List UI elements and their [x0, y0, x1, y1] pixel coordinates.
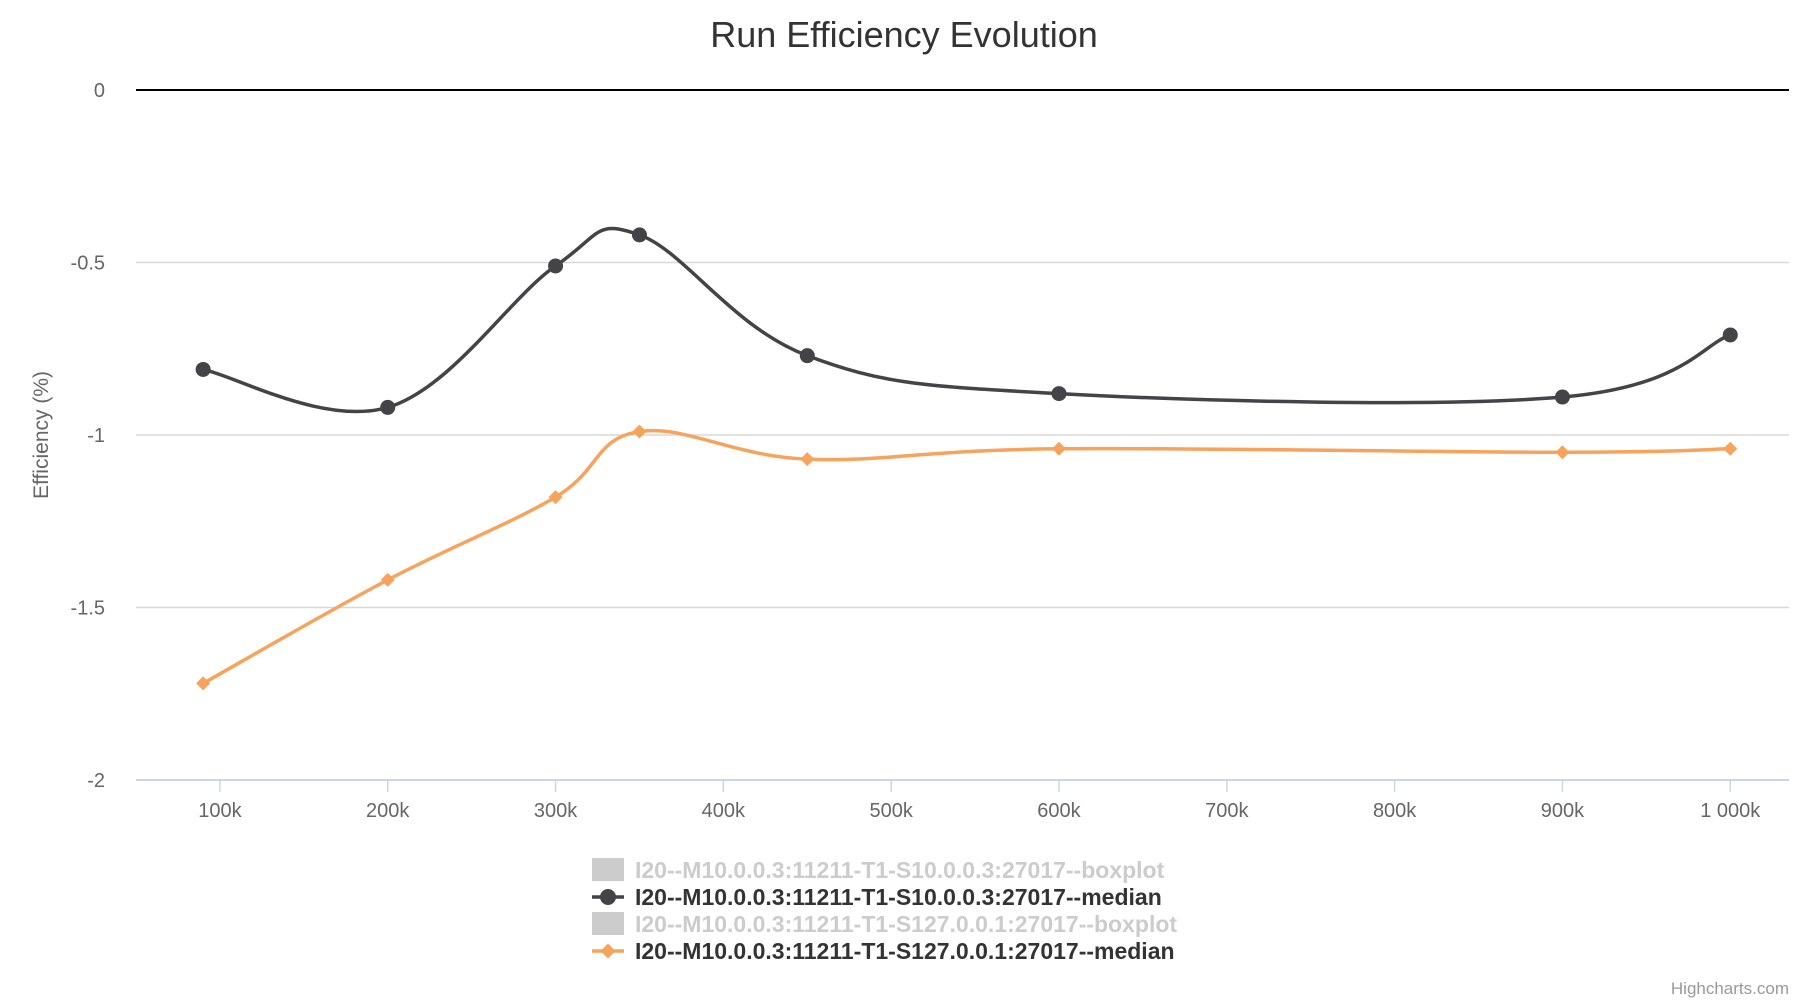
x-tick-label: 200k — [366, 800, 410, 822]
data-point[interactable] — [1722, 327, 1738, 343]
x-tick-label: 800k — [1373, 800, 1417, 822]
legend-label: I20--M10.0.0.3:11211-T1-S127.0.0.1:27017… — [635, 911, 1177, 937]
y-tick-label: -2 — [87, 770, 105, 792]
chart-title: Run Efficiency Evolution — [710, 14, 1098, 55]
x-tick-label: 500k — [869, 800, 913, 822]
y-tick-label: -0.5 — [71, 253, 105, 275]
plot-series — [195, 226, 1738, 691]
data-point[interactable] — [1554, 389, 1570, 405]
data-point[interactable] — [1723, 441, 1738, 456]
series-line — [201, 226, 1733, 414]
x-tick-label: 600k — [1037, 800, 1081, 822]
legend-marker — [600, 889, 616, 905]
x-tick-label: 700k — [1205, 800, 1249, 822]
data-point[interactable] — [1555, 445, 1570, 460]
x-tick-label: 900k — [1541, 800, 1585, 822]
data-point[interactable] — [1051, 386, 1067, 402]
legend-marker — [600, 943, 616, 959]
data-point[interactable] — [380, 399, 396, 415]
series-line — [201, 428, 1733, 686]
legend-symbol — [592, 858, 624, 881]
legend-label: I20--M10.0.0.3:11211-T1-S10.0.0.3:27017-… — [635, 884, 1162, 910]
x-tick-label: 400k — [702, 800, 746, 822]
y-tick-label: 0 — [94, 80, 105, 102]
data-point[interactable] — [800, 452, 815, 467]
data-point[interactable] — [632, 424, 647, 439]
legend-item[interactable]: I20--M10.0.0.3:11211-T1-S10.0.0.3:27017-… — [592, 884, 1162, 910]
y-axis-label: Efficiency (%) — [30, 371, 53, 499]
x-axis: 100k 200k 300k 400k 500k 600k 700k 800k 900k 1 00… — [136, 779, 1789, 822]
data-point[interactable] — [380, 572, 395, 587]
legend: I20--M10.0.0.3:11211-T1-S10.0.0.3:27017-… — [592, 857, 1177, 964]
legend-item[interactable]: I20--M10.0.0.3:11211-T1-S127.0.0.1:27017… — [592, 911, 1177, 937]
credits-link[interactable]: Highcharts.com — [1671, 979, 1789, 998]
legend-label: I20--M10.0.0.3:11211-T1-S127.0.0.1:27017… — [635, 938, 1175, 964]
series-3 — [196, 424, 1738, 691]
x-tick-label: 1 000k — [1700, 800, 1761, 822]
x-tick-label: 300k — [534, 800, 578, 822]
legend-label: I20--M10.0.0.3:11211-T1-S10.0.0.3:27017-… — [635, 857, 1165, 883]
x-tick-label: 100k — [198, 800, 242, 822]
data-point[interactable] — [548, 490, 563, 505]
legend-symbol — [592, 912, 624, 935]
legend-item[interactable]: I20--M10.0.0.3:11211-T1-S10.0.0.3:27017-… — [592, 857, 1165, 883]
data-point[interactable] — [195, 361, 211, 377]
series-1 — [195, 226, 1738, 415]
data-point[interactable] — [548, 258, 564, 274]
y-tick-label: -1.5 — [71, 598, 105, 620]
y-axis: 0 -0.5 -1 -1.5 -2 — [71, 80, 105, 792]
data-point[interactable] — [631, 227, 647, 243]
y-tick-label: -1 — [87, 425, 105, 447]
data-point[interactable] — [196, 676, 211, 691]
legend-item[interactable]: I20--M10.0.0.3:11211-T1-S127.0.0.1:27017… — [592, 938, 1175, 964]
grid-layer — [136, 89, 1789, 609]
data-point[interactable] — [1051, 441, 1066, 456]
data-point[interactable] — [799, 348, 815, 364]
